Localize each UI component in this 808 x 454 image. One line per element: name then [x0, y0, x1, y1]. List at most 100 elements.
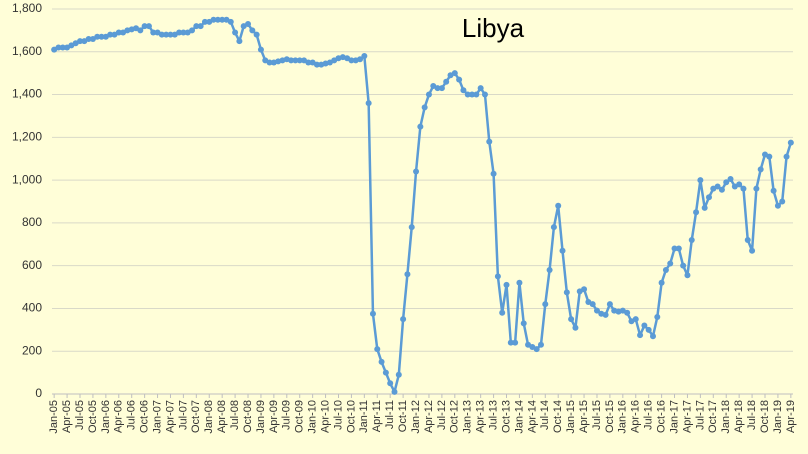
x-tick-label: Jul-06	[126, 400, 138, 430]
marker	[645, 326, 652, 333]
x-tick-label: Jan-19	[772, 400, 784, 434]
x-tick-label: Jul-15	[591, 400, 603, 430]
marker	[245, 20, 252, 27]
marker	[632, 316, 639, 323]
x-tick-label: Jan-12	[410, 400, 422, 434]
x-tick-label: Oct-12	[449, 400, 461, 433]
x-tick-label: Apr-10	[319, 400, 331, 433]
x-tick-label: Jan-11	[358, 400, 370, 433]
marker	[744, 237, 751, 243]
marker	[77, 38, 84, 45]
marker	[688, 237, 695, 243]
x-tick-label: Oct-07	[190, 400, 202, 433]
marker	[481, 91, 488, 98]
marker	[671, 245, 678, 252]
x-tick-label: Jan-10	[307, 400, 319, 434]
marker	[718, 186, 725, 193]
x-tick-label: Jan-09	[255, 400, 267, 434]
marker	[658, 279, 665, 286]
marker	[167, 31, 174, 38]
marker	[180, 29, 187, 36]
marker	[568, 316, 575, 323]
marker	[662, 266, 669, 273]
x-tick-label: Jul-14	[539, 400, 551, 430]
marker	[391, 388, 398, 395]
marker	[141, 23, 148, 30]
marker	[193, 23, 200, 30]
marker	[563, 289, 570, 296]
x-tick-label: Oct-14	[552, 400, 564, 433]
x-tick-label: Oct-11	[397, 400, 409, 432]
x-tick-label: Oct-10	[345, 400, 357, 433]
chart-title: Libya	[462, 13, 525, 43]
y-tick-label: 800	[22, 215, 42, 229]
marker	[572, 324, 579, 331]
marker	[158, 31, 165, 38]
marker	[189, 27, 196, 34]
x-tick-label: Oct-09	[294, 400, 306, 433]
x-tick-label: Oct-17	[707, 400, 719, 433]
marker	[227, 18, 234, 25]
y-tick-label: 400	[22, 301, 42, 315]
y-tick-label: 200	[22, 343, 42, 357]
marker	[581, 286, 588, 293]
marker	[593, 307, 600, 314]
x-tick-label: Jul-10	[332, 400, 344, 430]
marker	[395, 371, 402, 378]
x-tick-label: Oct-18	[759, 400, 771, 433]
marker	[115, 29, 122, 36]
x-tick-label: Jan-05	[48, 400, 60, 434]
x-tick-label: Apr-18	[733, 400, 745, 433]
marker	[533, 346, 540, 353]
marker	[520, 320, 527, 327]
x-tick-label: Apr-09	[268, 400, 280, 433]
marker	[749, 247, 756, 254]
x-tick-label: Jul-09	[281, 400, 293, 430]
marker	[137, 27, 144, 34]
marker	[107, 31, 114, 38]
x-tick-label: Apr-11	[371, 400, 383, 432]
marker	[486, 138, 493, 145]
marker	[408, 224, 415, 231]
marker	[85, 35, 92, 42]
marker	[697, 177, 704, 184]
marker	[145, 23, 152, 30]
x-tick-label: Apr-06	[113, 400, 125, 433]
marker	[374, 346, 381, 353]
marker	[654, 314, 661, 320]
marker	[555, 202, 562, 209]
x-tick-label: Jul-07	[177, 400, 189, 430]
marker	[163, 31, 170, 38]
marker	[684, 272, 691, 279]
marker	[313, 61, 320, 68]
x-tick-label: Apr-13	[475, 400, 487, 433]
marker	[292, 57, 299, 64]
marker	[693, 209, 700, 216]
x-tick-label: Jul-13	[487, 400, 499, 430]
x-tick-label: Jan-16	[617, 400, 629, 434]
marker	[456, 76, 463, 83]
x-tick-label: Apr-16	[630, 400, 642, 433]
x-tick-label: Jul-08	[229, 400, 241, 430]
marker	[400, 316, 407, 323]
marker	[559, 247, 566, 254]
x-tick-label: Apr-12	[423, 400, 435, 433]
x-tick-label: Apr-08	[216, 400, 228, 433]
x-tick-label: Apr-07	[164, 400, 176, 433]
x-tick-label: Oct-15	[604, 400, 616, 433]
marker	[98, 33, 105, 40]
marker	[774, 202, 781, 209]
marker	[701, 204, 708, 211]
y-tick-label: 1,200	[12, 130, 42, 144]
marker	[494, 273, 501, 280]
x-tick-label: Apr-14	[526, 400, 538, 433]
marker	[550, 224, 557, 231]
marker	[477, 85, 484, 92]
marker	[210, 16, 217, 23]
marker	[451, 70, 458, 77]
marker	[779, 198, 786, 205]
x-tick-label: Jan-06	[100, 400, 112, 434]
x-tick-label: Jul-11	[384, 400, 396, 429]
x-tick-label: Apr-05	[61, 400, 73, 433]
